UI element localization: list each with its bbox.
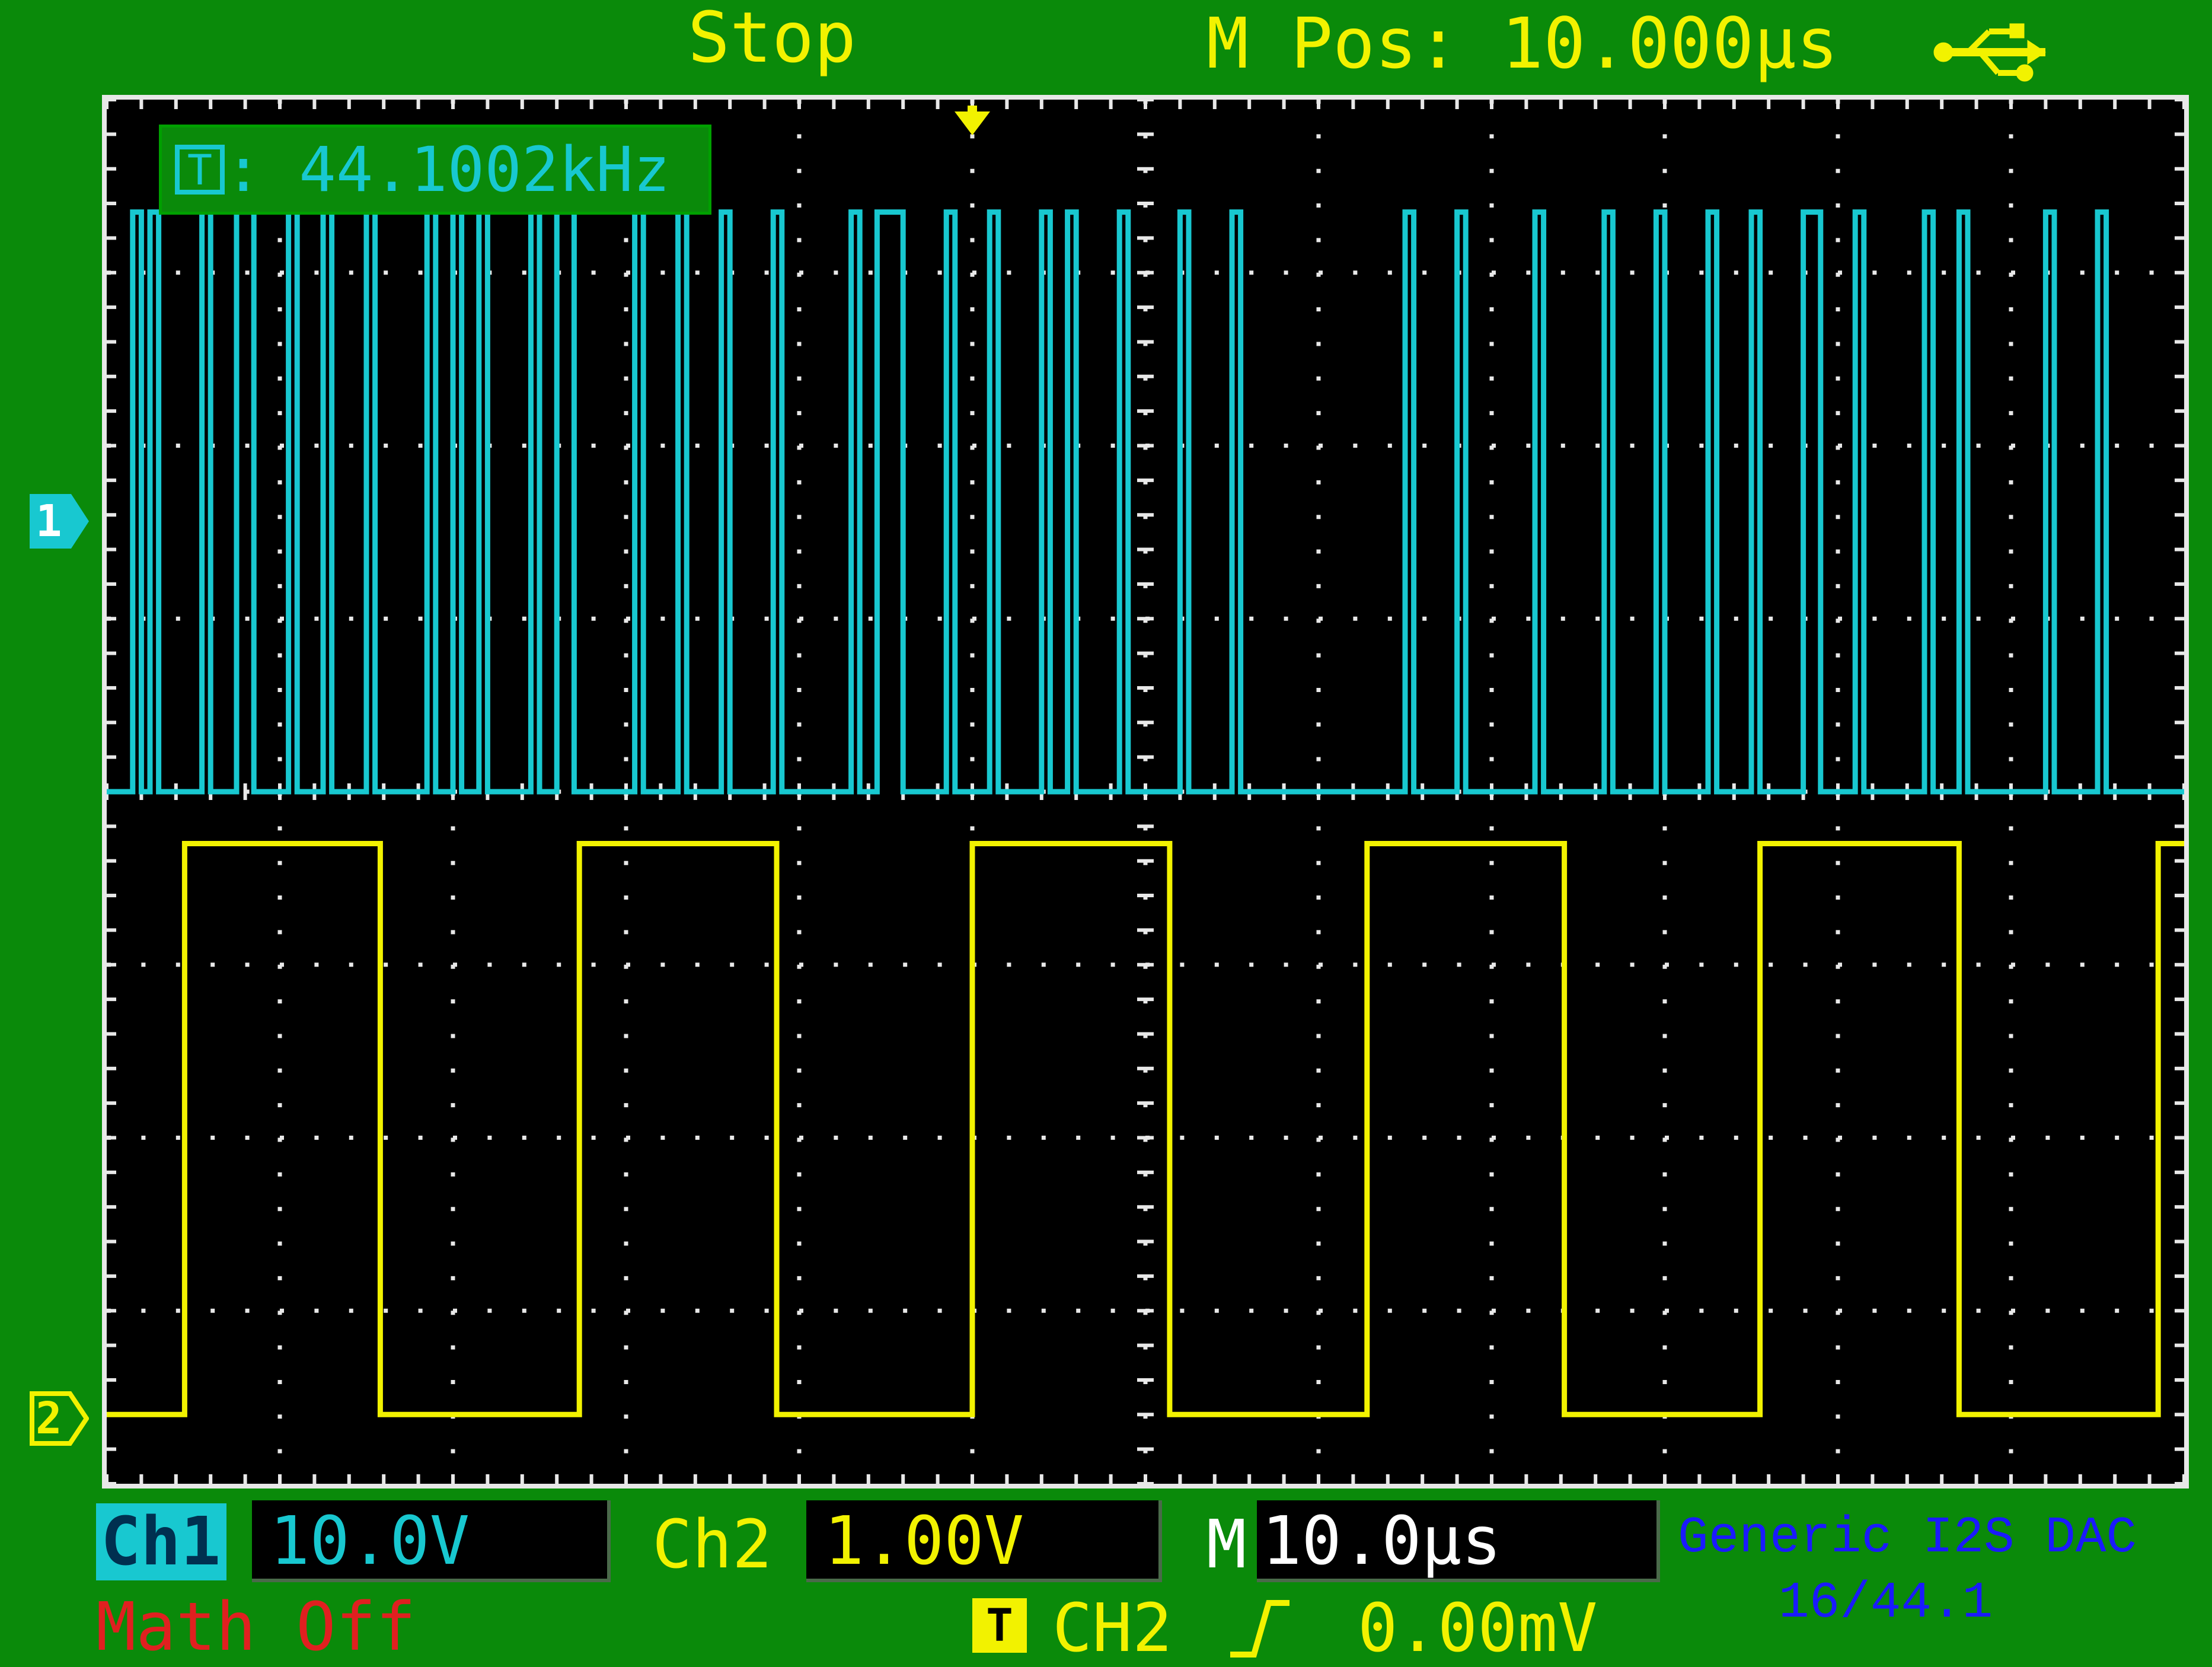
trigger-level: 0.00mV xyxy=(1358,1590,1598,1667)
ch2-marker[interactable]: 2 xyxy=(30,1391,89,1446)
timebase-box: 10.0µs xyxy=(1257,1500,1660,1582)
device-label-line1: Generic I2S DAC xyxy=(1678,1509,2137,1567)
waveform-screen xyxy=(102,95,2189,1488)
ch1-scale: 10.0V xyxy=(270,1503,470,1580)
usb-icon xyxy=(1933,23,2046,82)
timebase-label: M xyxy=(1206,1506,1247,1583)
trigger-icon: T xyxy=(175,144,225,195)
timebase-value: 10.0µs xyxy=(1262,1503,1502,1580)
trigger-position-marker xyxy=(955,106,990,135)
ch1-scale-box: 10.0V xyxy=(252,1500,611,1582)
math-status: Math Off xyxy=(96,1589,416,1666)
frequency-measurement: T: 44.1002kHz xyxy=(159,125,711,215)
trigger-icon: T xyxy=(972,1598,1027,1653)
waveform-traces xyxy=(107,209,2184,1417)
ch2-scale-box: 1.00V xyxy=(806,1500,1162,1582)
ch2-label[interactable]: Ch2 xyxy=(652,1506,773,1583)
ch1-trace xyxy=(107,209,2184,795)
ch1-marker-label: 1 xyxy=(36,496,62,547)
acquisition-status: Stop xyxy=(688,0,857,78)
ch2-trace xyxy=(107,841,2184,1417)
ch1-label[interactable]: Ch1 xyxy=(96,1503,226,1580)
trigger-source: CH2 xyxy=(1052,1590,1173,1667)
device-label-line2: 16/44.1 xyxy=(1779,1574,1993,1632)
rising-edge-icon xyxy=(1230,1600,1289,1658)
horizontal-position: M Pos: 10.000µs xyxy=(1206,2,1838,84)
ch2-marker-label: 2 xyxy=(36,1393,62,1444)
ch1-marker[interactable]: 1 xyxy=(30,494,89,549)
frequency-value: : 44.1002kHz xyxy=(225,133,671,206)
ch2-scale: 1.00V xyxy=(824,1503,1024,1580)
